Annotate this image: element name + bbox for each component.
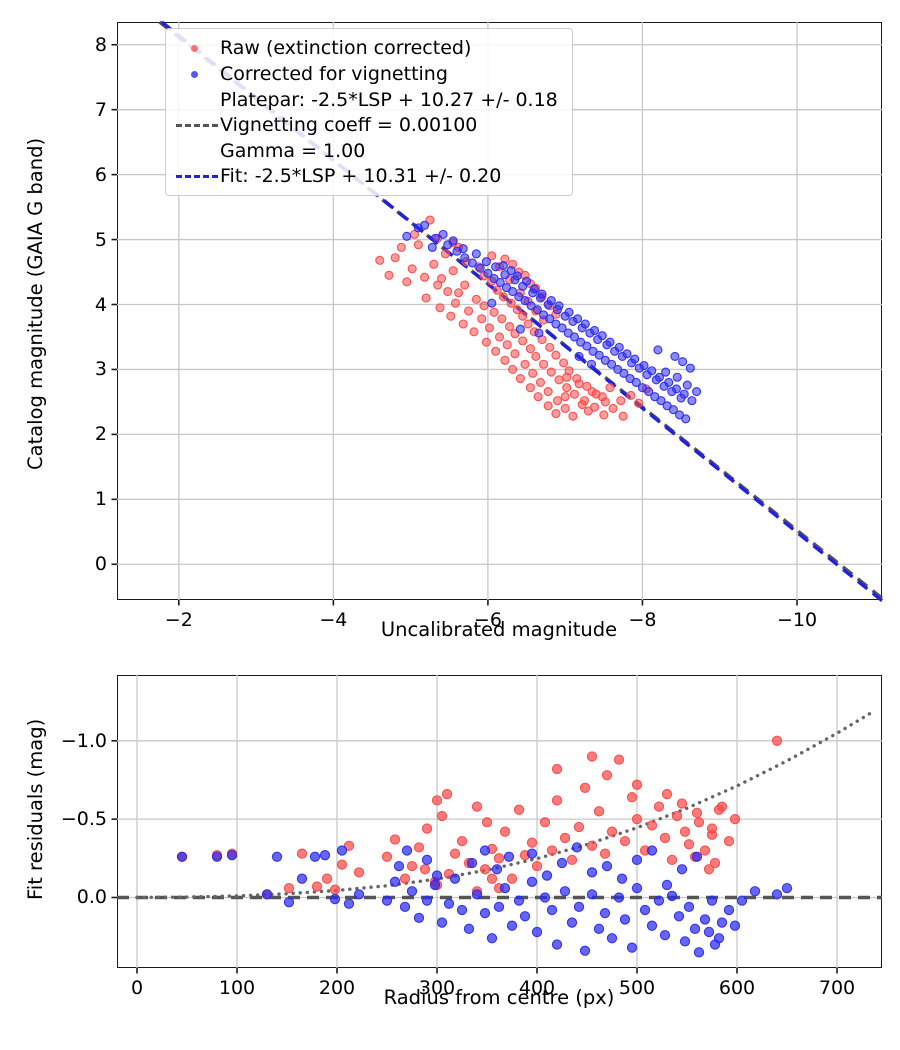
- legend-item[interactable]: Vignetting coeff = 0.00100: [174, 112, 563, 138]
- plot-legend[interactable]: Raw (extinction corrected) Corrected for …: [165, 28, 573, 196]
- plot-frame-bottom: [117, 675, 882, 968]
- x-tick-label: −4: [319, 609, 348, 631]
- legend-item[interactable]: Fit: -2.5*LSP + 10.31 +/- 0.20: [174, 163, 563, 189]
- y-tick-label: 3: [94, 358, 107, 381]
- plot-canvas-top: [111, 20, 884, 606]
- y-tick-label: 0.0: [76, 886, 107, 909]
- x-tick-label: 600: [718, 977, 756, 999]
- series-raw-extinction-corrected: [375, 215, 651, 421]
- y-tick-label: −1.0: [60, 729, 107, 752]
- x-tick-label: 700: [818, 977, 856, 999]
- x-tick-label: 200: [318, 977, 356, 999]
- legend-blue-dash-icon: [174, 163, 220, 189]
- legend-item-label: Platepar: -2.5*LSP + 10.27 +/- 0.18: [220, 88, 558, 111]
- y-tick-label: −0.5: [60, 808, 107, 831]
- y-tick-label: 4: [94, 293, 107, 316]
- legend-item[interactable]: Corrected for vignetting: [174, 61, 563, 87]
- y-tick-label: 6: [94, 163, 107, 186]
- legend-item-label: Gamma = 1.00: [220, 139, 366, 162]
- legend-spacer: [174, 87, 220, 113]
- legend-item-label: Corrected for vignetting: [220, 63, 448, 85]
- x-tick-label: −8: [628, 609, 657, 631]
- x-tick-label: 0: [130, 977, 144, 999]
- x-tick-label: −2: [164, 609, 193, 631]
- series-corrected-for-vignetting: [176, 842, 793, 958]
- x-tick-label: −6: [473, 609, 502, 631]
- x-tick-label: −10: [776, 609, 818, 631]
- fit-residuals-plot: [111, 675, 882, 974]
- y-tick-label: 7: [94, 98, 107, 121]
- legend-item-label: Fit: -2.5*LSP + 10.31 +/- 0.20: [220, 165, 502, 187]
- legend-spacer: [174, 138, 220, 164]
- series-raw-extinction-corrected: [176, 735, 783, 900]
- legend-item[interactable]: Platepar: -2.5*LSP + 10.27 +/- 0.18: [174, 87, 563, 112]
- y-tick-label: 0: [94, 553, 107, 576]
- legend-item-label: Raw (extinction corrected): [220, 37, 472, 59]
- legend-gray-dash-icon: [174, 112, 220, 138]
- y-tick-label: 5: [94, 228, 107, 251]
- x-tick-label: 500: [618, 977, 656, 999]
- vignetting-model: [135, 710, 874, 900]
- legend-item[interactable]: Gamma = 1.00: [174, 138, 563, 163]
- legend-red-dot-icon: [174, 35, 220, 61]
- legend-item-label: Vignetting coeff = 0.00100: [220, 114, 478, 136]
- series-corrected-for-vignetting: [402, 220, 702, 424]
- legend-blue-dot-icon: [174, 61, 220, 87]
- y-axis-label-bottom: Fit residuals (mag): [24, 718, 47, 900]
- x-tick-label: 100: [218, 977, 256, 999]
- plot-canvas-bottom: [111, 675, 882, 974]
- y-tick-label: 1: [94, 488, 107, 511]
- x-tick-label: 400: [518, 977, 556, 999]
- x-axis-label-bottom: Radius from centre (px): [383, 986, 615, 1009]
- y-tick-label: 8: [94, 33, 107, 56]
- y-axis-label-top: Catalog magnitude (GAIA G band): [24, 137, 47, 470]
- x-axis-label-top: Uncalibrated magnitude: [380, 618, 618, 641]
- x-tick-label: 300: [418, 977, 456, 999]
- y-tick-label: 2: [94, 423, 107, 446]
- legend-item[interactable]: Raw (extinction corrected): [174, 35, 563, 61]
